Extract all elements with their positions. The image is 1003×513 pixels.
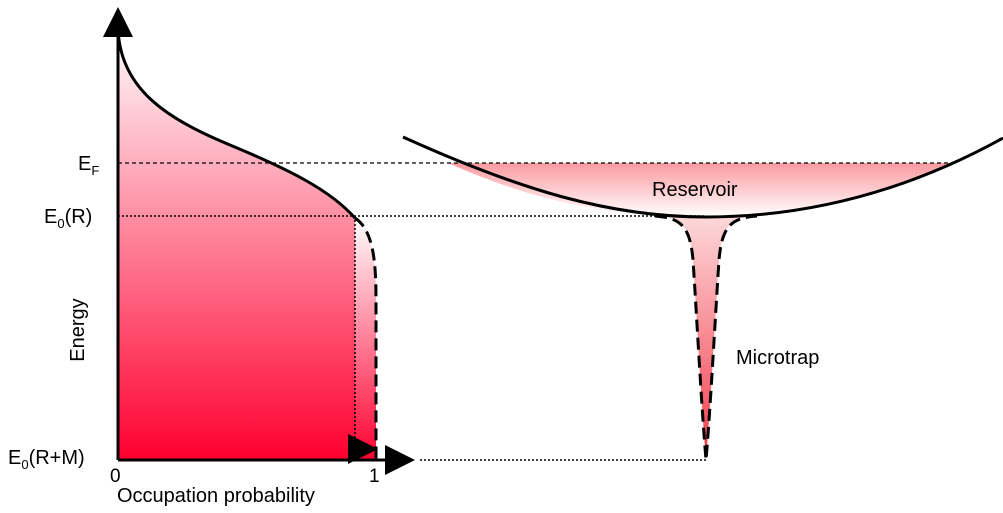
occupation-fill xyxy=(118,25,355,460)
microtrap-potential-curve xyxy=(654,214,758,461)
microtrap-label: Microtrap xyxy=(736,347,819,369)
energy-axis-label: Energy xyxy=(67,298,89,361)
combined-energy-label: E0(R+M) xyxy=(8,447,85,472)
reservoir-fill xyxy=(448,163,955,218)
fermi-energy-label: EF xyxy=(78,153,99,178)
reservoir-energy-label: E0(R) xyxy=(44,206,92,231)
microtrap-fill xyxy=(660,216,752,460)
occupation-axis-label: Occupation probability xyxy=(117,485,315,507)
reservoir-label: Reservoir xyxy=(652,179,738,201)
combined-occupation-fill xyxy=(355,218,376,460)
x-tick-1: 1 xyxy=(369,466,380,487)
combined-occupation-curve xyxy=(354,216,378,460)
x-tick-0: 0 xyxy=(110,466,121,487)
fermi-occupation-curve xyxy=(116,24,357,219)
reservoir-potential-curve xyxy=(402,135,1003,219)
